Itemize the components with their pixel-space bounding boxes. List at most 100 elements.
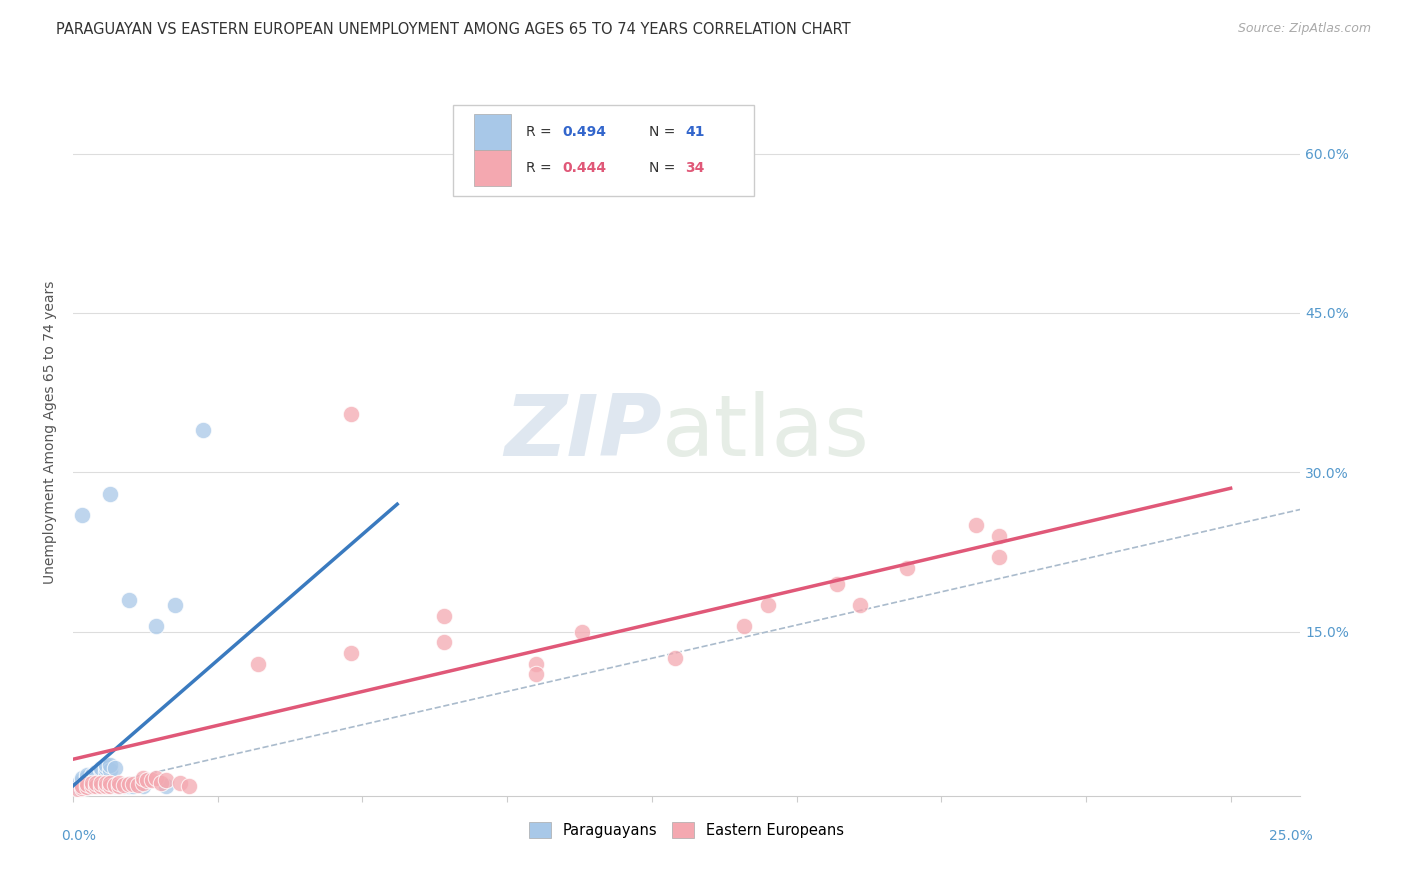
Point <box>98 763 121 777</box>
Text: R =: R = <box>526 161 555 175</box>
Point <box>191 423 214 437</box>
Point <box>150 775 173 789</box>
Point <box>72 772 94 786</box>
Point <box>163 598 186 612</box>
Point <box>94 779 117 793</box>
Point <box>76 768 98 782</box>
Point <box>66 779 89 793</box>
Point <box>66 780 89 795</box>
Point <box>155 773 177 788</box>
Point <box>66 781 89 796</box>
Point <box>524 667 547 681</box>
Text: 0.494: 0.494 <box>562 125 606 139</box>
Point <box>136 773 159 788</box>
Point <box>66 780 89 794</box>
Point <box>94 757 117 772</box>
Point <box>76 780 98 794</box>
Point <box>76 780 98 794</box>
Point <box>756 598 779 612</box>
Text: R =: R = <box>526 125 555 139</box>
Point <box>524 657 547 671</box>
Point <box>988 550 1011 565</box>
Point <box>112 778 135 792</box>
Point <box>169 775 191 789</box>
Point <box>72 780 94 795</box>
Point <box>432 608 454 623</box>
Point <box>104 779 127 793</box>
Legend: Paraguayans, Eastern Europeans: Paraguayans, Eastern Europeans <box>523 816 849 844</box>
Point <box>76 777 98 791</box>
Point <box>84 779 107 793</box>
Point <box>98 779 121 793</box>
Point <box>122 779 145 793</box>
Point <box>104 778 127 792</box>
Point <box>131 779 153 793</box>
Point <box>72 773 94 788</box>
Point <box>98 775 121 789</box>
Text: 41: 41 <box>685 125 704 139</box>
Point <box>127 778 149 792</box>
Point <box>141 773 163 788</box>
Text: 25.0%: 25.0% <box>1268 830 1312 843</box>
Text: 34: 34 <box>685 161 704 175</box>
Point <box>84 775 107 789</box>
Point <box>145 772 167 786</box>
Point <box>80 775 103 789</box>
Point <box>76 777 98 791</box>
Point <box>84 764 107 779</box>
Text: atlas: atlas <box>662 391 870 474</box>
Point <box>177 779 200 793</box>
Point <box>98 486 121 500</box>
Point <box>90 761 112 775</box>
Point <box>340 646 363 660</box>
Point <box>122 777 145 791</box>
Point <box>118 777 141 791</box>
Point <box>432 635 454 649</box>
FancyBboxPatch shape <box>454 105 754 196</box>
Point <box>80 773 103 788</box>
Point <box>965 518 987 533</box>
Point <box>108 779 131 793</box>
Point <box>664 651 686 665</box>
FancyBboxPatch shape <box>474 113 512 150</box>
Text: Source: ZipAtlas.com: Source: ZipAtlas.com <box>1237 22 1371 36</box>
Point <box>733 619 755 633</box>
Point <box>155 779 177 793</box>
Point <box>896 561 918 575</box>
Text: ZIP: ZIP <box>505 391 662 474</box>
Point <box>72 775 94 789</box>
Point <box>849 598 872 612</box>
Point <box>76 773 98 788</box>
Point <box>66 777 89 791</box>
Point <box>131 775 153 789</box>
Point <box>340 407 363 421</box>
Text: PARAGUAYAN VS EASTERN EUROPEAN UNEMPLOYMENT AMONG AGES 65 TO 74 YEARS CORRELATIO: PARAGUAYAN VS EASTERN EUROPEAN UNEMPLOYM… <box>56 22 851 37</box>
Point <box>76 770 98 784</box>
Text: N =: N = <box>648 161 679 175</box>
Point <box>94 764 117 779</box>
Point <box>94 775 117 789</box>
Text: 0.0%: 0.0% <box>60 830 96 843</box>
Point <box>145 619 167 633</box>
Point <box>80 768 103 782</box>
Point <box>72 508 94 522</box>
Point <box>84 775 107 789</box>
Text: 0.444: 0.444 <box>562 161 607 175</box>
Point <box>112 779 135 793</box>
Point <box>72 779 94 793</box>
Point <box>90 779 112 793</box>
Point <box>72 779 94 793</box>
Y-axis label: Unemployment Among Ages 65 to 74 years: Unemployment Among Ages 65 to 74 years <box>44 281 58 584</box>
Point <box>988 529 1011 543</box>
Point <box>247 657 270 671</box>
Point <box>108 779 131 793</box>
Point <box>84 772 107 786</box>
Point <box>825 577 848 591</box>
Point <box>131 772 153 786</box>
Point <box>118 779 141 793</box>
Point <box>72 780 94 795</box>
Point <box>108 775 131 789</box>
Point <box>90 763 112 777</box>
FancyBboxPatch shape <box>474 150 512 186</box>
Point <box>98 757 121 772</box>
